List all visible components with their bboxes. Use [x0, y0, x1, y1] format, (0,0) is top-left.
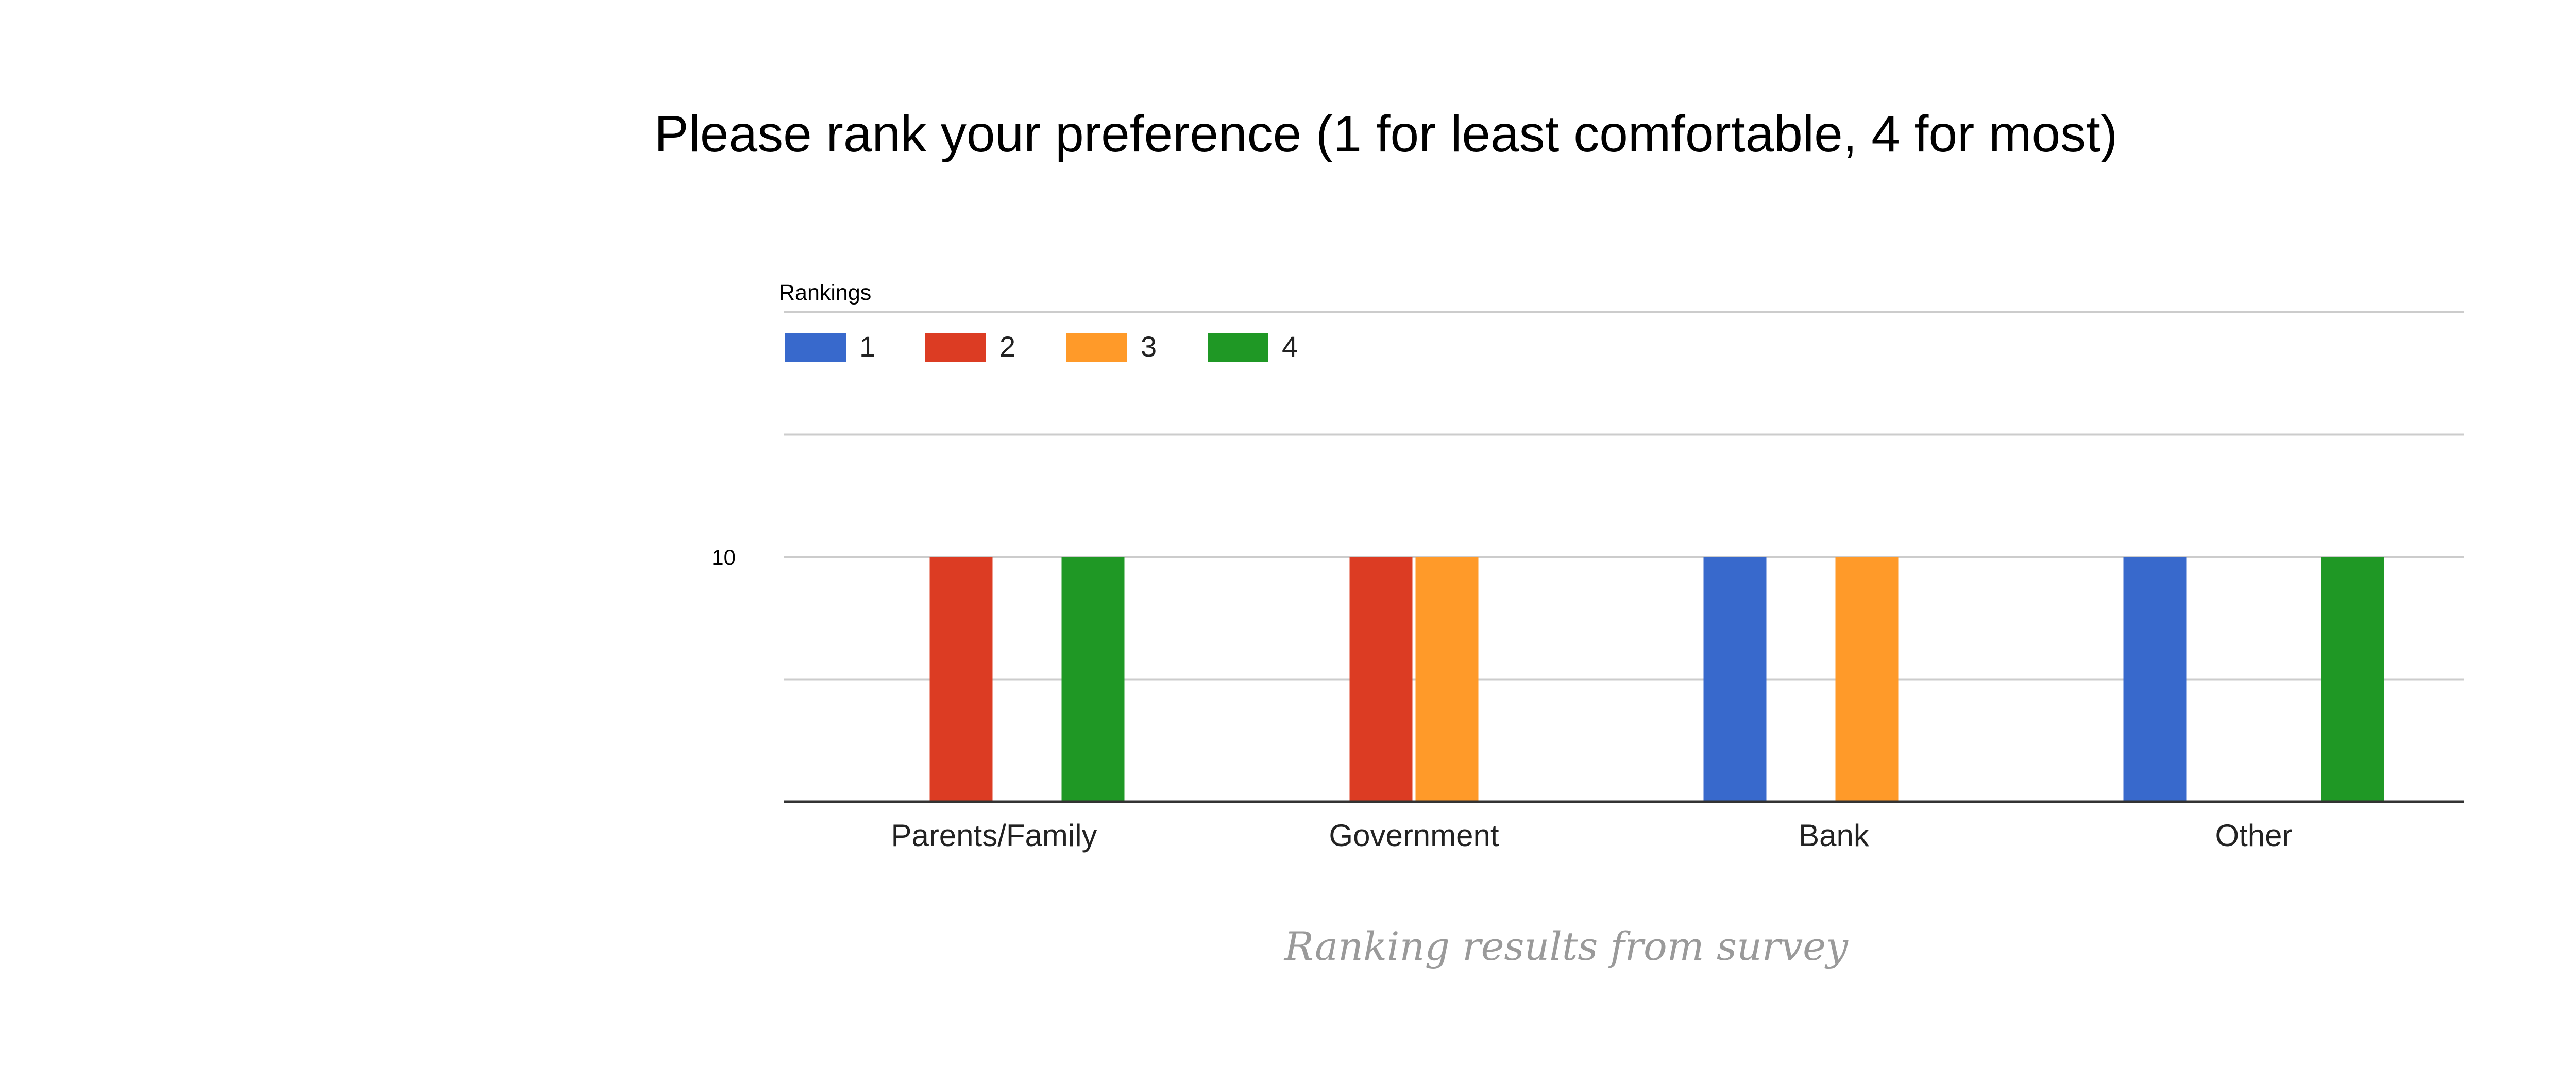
y-axis-ticks: 10 — [711, 545, 736, 569]
legend: 1 2 3 4 — [785, 330, 1298, 363]
bar — [1415, 557, 1479, 802]
legend-title: Rankings — [779, 280, 871, 305]
bar — [929, 557, 993, 802]
gridlines — [784, 311, 2464, 681]
chart-title: Please rank your preference (1 for least… — [654, 105, 2117, 163]
x-tick-label: Parents/Family — [891, 818, 1097, 853]
x-tick-label: Other — [2215, 818, 2292, 853]
legend-swatch — [1066, 333, 1127, 362]
bar — [1835, 557, 1899, 802]
legend-swatch — [1208, 333, 1268, 362]
legend-swatch — [925, 333, 986, 362]
y-tick-label: 10 — [711, 545, 736, 569]
legend-label: 1 — [859, 330, 875, 363]
legend-swatch — [785, 333, 846, 362]
bars — [929, 557, 2384, 802]
bar — [2123, 557, 2187, 802]
bar — [2321, 557, 2384, 802]
x-tick-label: Bank — [1799, 818, 1870, 853]
bar — [1061, 557, 1125, 802]
x-tick-label: Government — [1329, 818, 1499, 853]
legend-label: 3 — [1141, 330, 1157, 363]
chart-caption: Ranking results from survey — [1283, 923, 1849, 969]
bar — [1349, 557, 1413, 802]
bar — [1703, 557, 1767, 802]
legend-label: 4 — [1282, 330, 1298, 363]
x-axis-ticks: Parents/Family Government Bank Other — [891, 818, 2292, 853]
legend-label: 2 — [999, 330, 1015, 363]
